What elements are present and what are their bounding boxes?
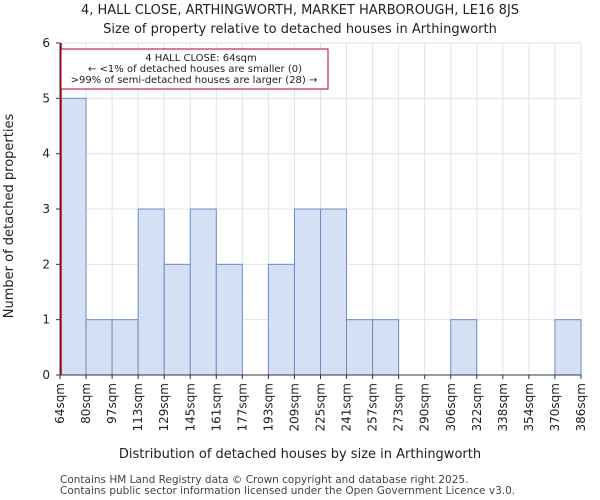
bar-97sqm [111,319,139,376]
x-tick-label-129sqm: 129sqm [157,383,171,431]
bars [59,97,582,376]
y-tick-label-6: 6 [42,36,50,50]
annotation-line-3: >99% of semi-detached houses are larger … [71,75,318,86]
x-tick-label-257sqm: 257sqm [366,383,380,431]
y-ticks: 0 1 2 3 4 5 6 [42,36,60,382]
x-tick-label-386sqm: 386sqm [574,383,588,431]
x-tick-label-113sqm: 113sqm [131,383,145,431]
x-tick-label-225sqm: 225sqm [314,383,328,431]
bar-80sqm [85,319,113,376]
x-tick-label-80sqm: 80sqm [79,383,93,424]
x-tick-label-209sqm: 209sqm [287,383,301,431]
bar-145sqm [189,208,217,376]
bar-225sqm [320,208,348,376]
x-tick-label-306sqm: 306sqm [444,383,458,431]
x-tick-label-177sqm: 177sqm [235,383,249,431]
y-tick-label-5: 5 [42,91,50,105]
bar-241sqm [346,319,374,376]
annotation-frame [60,48,329,90]
chart-title: 4, HALL CLOSE, ARTHINGWORTH, MARKET HARB… [81,3,519,18]
bar-209sqm [293,208,322,376]
annotation-line-2: ← <1% of detached houses are smaller (0) [88,64,302,75]
x-tick-label-145sqm: 145sqm [183,383,197,431]
chart-subtitle: Size of property relative to detached ho… [103,22,497,37]
y-axis-label: Number of detached properties [2,114,17,319]
x-tick-label-161sqm: 161sqm [209,383,223,431]
x-tick-label-290sqm: 290sqm [418,383,432,431]
x-tick-label-273sqm: 273sqm [392,383,406,431]
x-tick-label-338sqm: 338sqm [496,383,510,431]
x-tick-label-193sqm: 193sqm [261,383,275,431]
x-tick-label-370sqm: 370sqm [548,383,562,431]
bar-370sqm [554,319,582,376]
x-tick-label-354sqm: 354sqm [522,383,536,431]
y-tick-label-0: 0 [42,368,50,382]
y-tick-label-3: 3 [42,202,50,216]
annotation-line-1: 4 HALL CLOSE: 64sqm [145,53,257,64]
x-axis-label: Distribution of detached houses by size … [119,447,481,462]
bar-193sqm [267,263,295,376]
x-tick-label-322sqm: 322sqm [470,383,484,431]
bar-306sqm [450,319,478,376]
x-tick-label-241sqm: 241sqm [340,383,354,431]
y-tick-label-2: 2 [42,257,50,271]
bar-257sqm [372,319,400,376]
bar-64sqm [59,97,87,376]
bar-113sqm [137,208,165,376]
x-tick-label-64sqm: 64sqm [53,383,67,424]
footer-line-2: Contains public sector information licen… [60,485,515,497]
y-tick-label-1: 1 [42,313,50,327]
y-tick-label-4: 4 [42,147,50,161]
x-tick-label-97sqm: 97sqm [105,383,119,424]
footer-line-1: Contains HM Land Registry data © Crown c… [60,474,468,486]
annotation-box: 4 HALL CLOSE: 64sqm ← <1% of detached ho… [60,48,329,90]
bar-129sqm [163,263,191,376]
x-ticks: 64sqm 80sqm 97sqm 113sqm 129sqm 145sqm 161sqm 1… [53,375,588,431]
bar-161sqm [215,263,243,376]
